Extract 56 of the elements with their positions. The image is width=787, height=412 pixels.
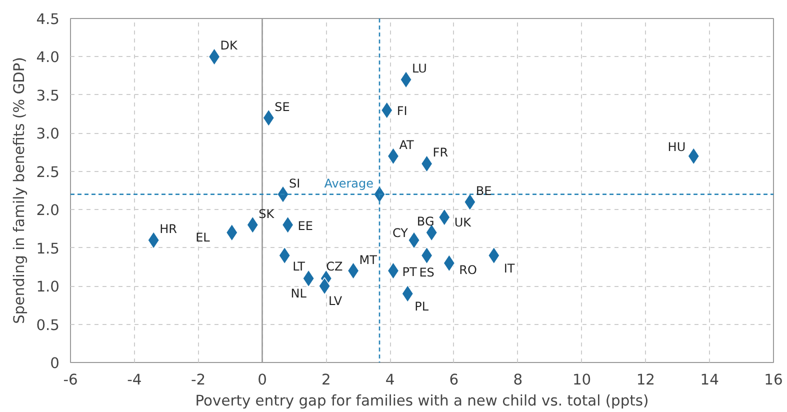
annotation: ES [419,265,434,280]
y-tick-label: 2.0 [36,202,60,220]
annotation: SI [289,176,300,190]
y-axis-title: Spending in family benefits (% GDP) [11,57,28,324]
annotation: NL [290,286,307,300]
annotation: SK [258,206,276,221]
annotation: HU [668,140,686,154]
y-tick-label: 4.5 [36,11,60,28]
y-tick-label: 4.0 [36,49,60,66]
point [318,277,331,295]
point [276,185,290,204]
y-tick-label: 1.5 [36,240,60,258]
point [302,270,315,288]
annotation: EL [196,230,210,245]
annotation: LU [412,62,427,76]
annotation: RO [459,263,477,278]
x-tick-label: -4 [127,372,142,388]
x-tick-label: 10 [572,372,592,388]
annotation: PL [414,300,429,314]
y-tick-label: 3.5 [36,87,60,104]
point [408,231,420,250]
annotation: BG [416,214,434,229]
annotation: DK [220,38,239,53]
x-tick-label: 16 [764,372,783,388]
annotation: UK [454,215,472,230]
y-tick-label: 0.5 [36,316,60,334]
x-tick-label: 14 [700,372,719,388]
annotation: Average [324,176,374,190]
annotation: FR [432,146,448,160]
x-tick-label: -2 [191,372,206,388]
annotation: LT [292,259,306,274]
x-tick-label: 12 [636,372,656,388]
annotation: IT [504,261,516,276]
x-tick-label: 8 [513,372,523,388]
annotation: HR [160,222,177,236]
x-tick-label: 6 [449,372,459,388]
x-axis-title: Poverty entry gap for families with a new child vs. total (ppts) [195,392,649,410]
y-tick-label: 0 [50,355,60,372]
annotation: CZ [326,259,343,274]
x-tick-label: 0 [258,372,267,388]
x-tick-label: -6 [63,372,78,388]
annotation: FI [396,104,408,118]
y-tick-label: 3.0 [36,126,60,143]
annotation: SE [274,100,290,114]
annotation: CY [392,226,409,240]
annotation: BE [476,184,492,198]
annotation: MT [359,252,378,267]
x-tick-label: 2 [321,372,331,388]
x-tick-label: 4 [385,372,395,388]
y-tick-label: 2.5 [36,164,60,181]
point [400,70,412,89]
annotation: EE [298,218,313,233]
y-tick-label: 1.0 [36,278,60,296]
annotation: AT [399,138,415,152]
annotation: PT [402,264,418,279]
annotation: LV [328,294,343,308]
